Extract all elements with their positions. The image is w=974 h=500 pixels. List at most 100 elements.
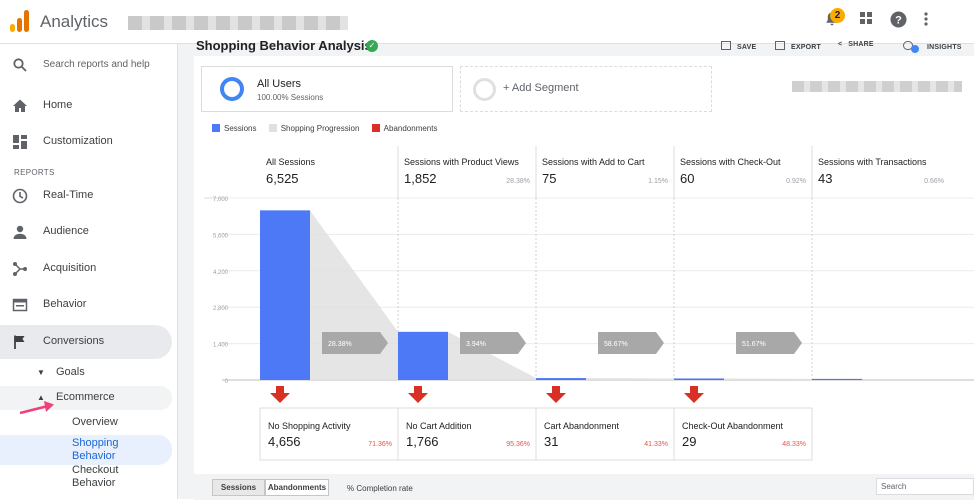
search-icon — [12, 58, 28, 74]
abandonment-percentage: 41.33% — [644, 441, 668, 448]
sidebar-item-realtime[interactable]: Real-Time — [0, 179, 172, 213]
sidebar-item-acquisition[interactable]: Acquisition — [0, 252, 172, 286]
more-vert-icon[interactable] — [916, 11, 936, 31]
abandonment-arrow-icon — [684, 386, 704, 403]
sidebar-item-conversions[interactable]: Conversions — [0, 325, 172, 359]
progression-shape — [586, 378, 674, 380]
sessions-bar — [260, 210, 310, 380]
add-segment-label: + Add Segment — [503, 82, 579, 94]
segment-percentage: 100.00% Sessions — [257, 93, 324, 102]
sidebar-item-label: Behavior — [43, 298, 87, 310]
sidebar-item-checkout-behavior[interactable]: Checkout Behavior — [0, 464, 172, 492]
abandonment-label: Cart Abandonment — [544, 421, 620, 431]
svg-text:?: ? — [895, 15, 902, 27]
help-icon[interactable]: ? — [888, 11, 908, 31]
account-selector[interactable] — [128, 16, 348, 30]
sessions-bar — [536, 378, 586, 380]
abandonment-value: 4,656 — [268, 434, 301, 449]
acquisition-icon — [12, 261, 28, 277]
chart-legend: Sessions Shopping Progression Abandonmen… — [212, 124, 447, 133]
stage-label: Sessions with Product Views — [404, 157, 519, 167]
segment-all-users[interactable]: All Users 100.00% Sessions — [201, 66, 453, 112]
abandonment-label: No Shopping Activity — [268, 421, 351, 431]
bottom-toolbar: Sessions Abandonments % Completion rate … — [194, 474, 974, 500]
main-content: Shopping Behavior Analysis ✓ SAVE EXPORT… — [178, 38, 974, 500]
y-tick-label: 4,200 — [213, 270, 229, 276]
sidebar-item-behavior[interactable]: Behavior — [0, 288, 172, 322]
progression-arrow — [736, 332, 802, 354]
sidebar-item-label: Goals — [56, 366, 85, 378]
report-panel: All Users 100.00% Sessions + Add Segment… — [194, 56, 974, 500]
pointer-arrow-icon — [19, 401, 54, 415]
caret-down-icon: ▲ — [37, 393, 45, 402]
abandonment-arrow-icon — [408, 386, 428, 403]
stage-label: Sessions with Check-Out — [680, 157, 781, 167]
clock-icon — [12, 188, 28, 204]
sessions-bar — [398, 331, 448, 380]
progression-rate: 3.94% — [466, 341, 486, 348]
dashboard-icon — [12, 134, 28, 150]
progression-rate: 28.38% — [328, 341, 352, 348]
search-input[interactable]: Search reports and help — [43, 59, 150, 70]
stage-percentage: 1.15% — [648, 178, 668, 185]
progression-rate: 58.67% — [604, 341, 628, 348]
sidebar-item-label: Checkout Behavior — [72, 464, 119, 489]
abandonment-box — [673, 407, 813, 461]
stage-value: 60 — [680, 171, 694, 186]
abandonment-label: No Cart Addition — [406, 421, 472, 431]
abandonment-box — [397, 407, 537, 461]
sidebar-item-label: Home — [43, 99, 73, 111]
stage-label: Sessions with Transactions — [818, 157, 927, 167]
sidebar-item-ecommerce[interactable]: ▲ Ecommerce — [0, 386, 172, 410]
stage-value: 75 — [542, 171, 556, 186]
sidebar-item-label: Customization — [43, 135, 113, 147]
sidebar-item-label: Shopping Behavior — [72, 437, 119, 462]
insights-button[interactable]: INSIGHTS — [903, 41, 962, 53]
legend-item-abandonments: Abandonments — [371, 124, 437, 133]
analytics-logo-icon[interactable] — [10, 10, 30, 32]
apps-grid-icon[interactable] — [856, 11, 876, 31]
export-button[interactable]: EXPORT — [775, 41, 821, 51]
save-icon — [721, 41, 731, 50]
sidebar-search[interactable]: Search reports and help — [0, 49, 172, 83]
sidebar-item-customization[interactable]: Customization — [0, 125, 172, 159]
abandonment-value: 31 — [544, 434, 558, 449]
sidebar-item-overview[interactable]: Overview — [0, 416, 172, 432]
person-icon — [12, 224, 28, 240]
empty-segment-ring-icon — [473, 78, 496, 101]
y-tick-label: 2,800 — [213, 306, 229, 312]
sidebar-item-audience[interactable]: Audience — [0, 215, 172, 249]
stage-percentage: 0.66% — [924, 178, 944, 185]
behavior-icon — [12, 297, 28, 313]
abandonment-label: Check-Out Abandonment — [682, 421, 784, 431]
stage-label: All Sessions — [266, 157, 316, 167]
date-range-selector[interactable] — [792, 81, 962, 92]
tab-abandonments[interactable]: Abandonments — [265, 479, 329, 496]
sidebar-item-goals[interactable]: ▼ Goals — [0, 361, 172, 385]
stage-percentage: 0.92% — [786, 178, 806, 185]
stage-header-row — [204, 146, 974, 198]
page-title: Shopping Behavior Analysis — [196, 38, 372, 53]
sidebar-item-shopping-behavior[interactable]: Shopping Behavior — [0, 435, 172, 465]
stage-label: Sessions with Add to Cart — [542, 157, 645, 167]
abandonment-box — [259, 407, 399, 461]
segment-ring-icon — [220, 77, 244, 101]
caret-right-icon: ▼ — [37, 368, 45, 377]
segment-name: All Users — [257, 78, 302, 90]
tab-sessions[interactable]: Sessions — [212, 479, 265, 496]
app-title[interactable]: Analytics — [40, 12, 109, 31]
progression-rate: 51.67% — [742, 341, 766, 348]
abandonment-value: 1,766 — [406, 434, 439, 449]
abandonment-percentage: 95.36% — [506, 441, 530, 448]
completion-rate-label: % Completion rate — [347, 484, 413, 493]
search-input[interactable]: Search — [876, 478, 974, 495]
sidebar: Search reports and help Home Customizati… — [0, 44, 178, 499]
sidebar-item-home[interactable]: Home — [0, 89, 172, 123]
sessions-bar — [674, 378, 724, 380]
y-tick-label: 5,600 — [213, 233, 229, 239]
save-button[interactable]: SAVE — [721, 41, 756, 51]
abandonment-box — [535, 407, 675, 461]
share-button[interactable]: < SHARE — [838, 41, 874, 48]
legend-item-progression: Shopping Progression — [268, 124, 359, 133]
add-segment-button[interactable]: + Add Segment — [460, 66, 712, 112]
